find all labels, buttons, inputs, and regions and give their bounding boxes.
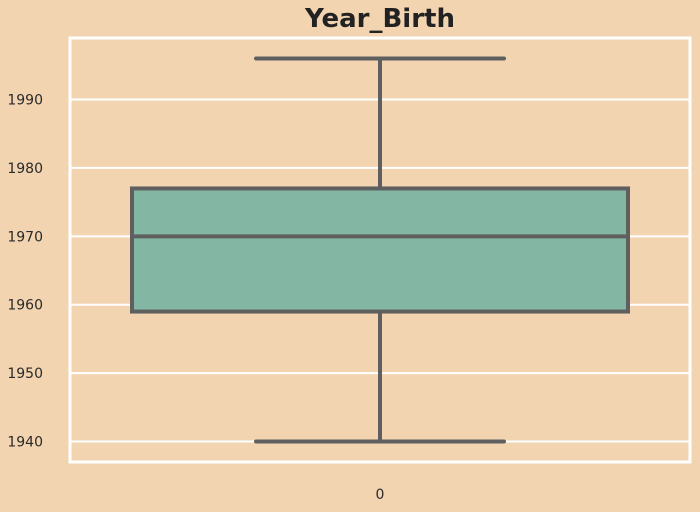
interquartile-box bbox=[130, 186, 630, 314]
y-tick-label: 1970 bbox=[7, 229, 43, 245]
y-tick-label: 1990 bbox=[7, 93, 43, 109]
box-group bbox=[130, 56, 630, 444]
y-tick-label: 1960 bbox=[7, 298, 43, 314]
box-series bbox=[130, 56, 630, 444]
x-tick-label: 0 bbox=[376, 487, 385, 503]
y-axis-ticks: 1940 1950 1960 1970 1980 1990 bbox=[7, 93, 43, 451]
chart-title: Year_Birth bbox=[305, 4, 455, 34]
x-axis-ticks: 0 bbox=[376, 487, 385, 503]
plot-area bbox=[68, 36, 692, 464]
y-tick-label: 1940 bbox=[7, 434, 43, 450]
y-tick-label: 1950 bbox=[7, 366, 43, 382]
y-tick-label: 1980 bbox=[7, 161, 43, 177]
